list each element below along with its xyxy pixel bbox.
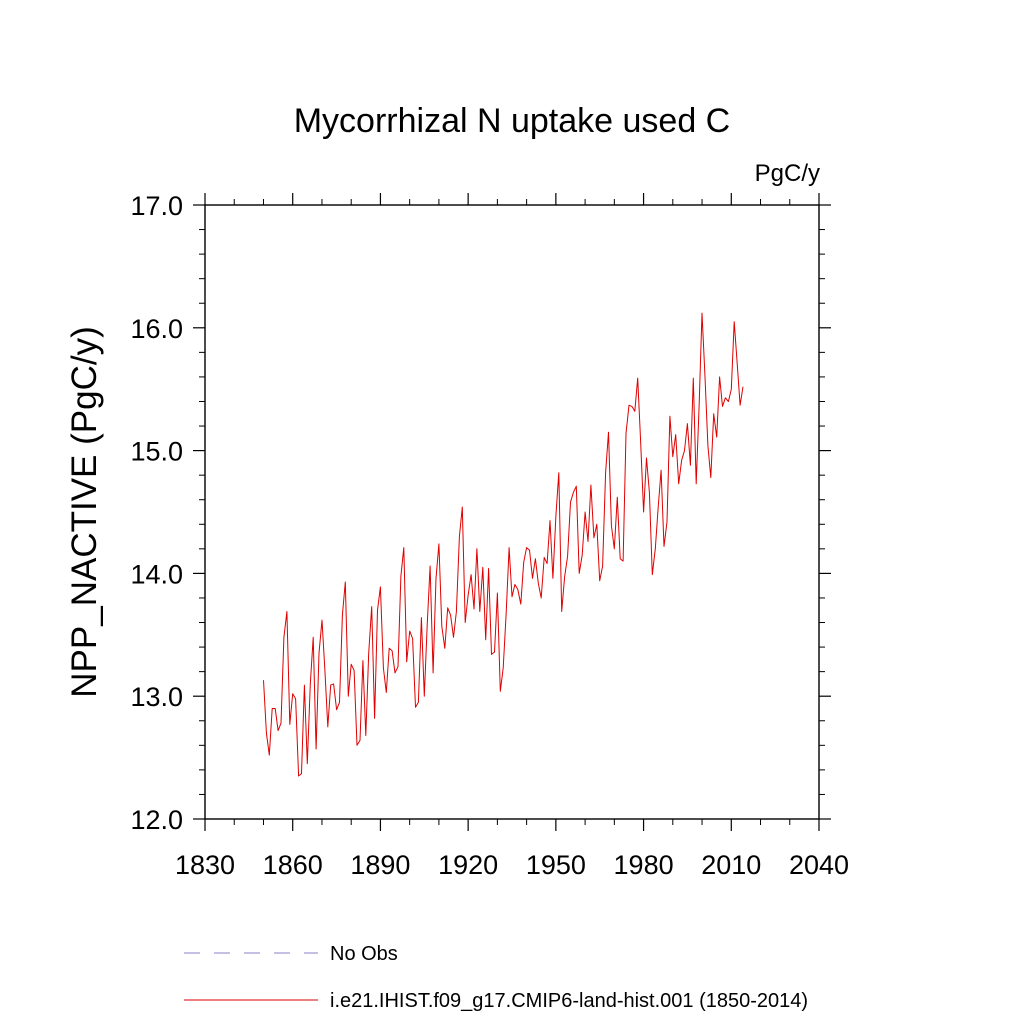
x-tick-label: 1980 bbox=[614, 850, 674, 880]
axis-ticks: 1830 1860 1890 1920 1950 1980 2010 2040 12.0 13.0… bbox=[130, 191, 849, 880]
x-tick-label: 1890 bbox=[350, 850, 410, 880]
x-tick-label: 1920 bbox=[438, 850, 498, 880]
x-tick-label: 1950 bbox=[526, 850, 586, 880]
y-tick-label: 13.0 bbox=[130, 682, 183, 712]
x-tick-label: 2010 bbox=[701, 850, 761, 880]
legend: No Obs i.e21.IHIST.f09_g17.CMIP6-land-hi… bbox=[184, 943, 808, 1012]
series-line-0 bbox=[263, 312, 744, 777]
chart-title: Mycorrhizal N uptake used C bbox=[294, 102, 731, 140]
y-tick-label: 17.0 bbox=[130, 191, 183, 221]
legend-label-no-obs: No Obs bbox=[330, 943, 398, 965]
x-tick-label: 1830 bbox=[175, 850, 235, 880]
y-axis-label: NPP_NACTIVE (PgC/y) bbox=[65, 326, 104, 697]
plot-data bbox=[263, 312, 744, 777]
units-label: PgC/y bbox=[755, 160, 820, 187]
y-tick-label: 16.0 bbox=[130, 314, 183, 344]
x-tick-label: 2040 bbox=[789, 850, 849, 880]
y-tick-label: 15.0 bbox=[130, 437, 183, 467]
y-tick-label: 12.0 bbox=[130, 805, 183, 835]
legend-label-model-run: i.e21.IHIST.f09_g17.CMIP6-land-hist.001 … bbox=[330, 990, 808, 1012]
plot-frame bbox=[204, 204, 820, 820]
y-tick-label: 14.0 bbox=[130, 559, 183, 589]
x-tick-label: 1860 bbox=[263, 850, 323, 880]
